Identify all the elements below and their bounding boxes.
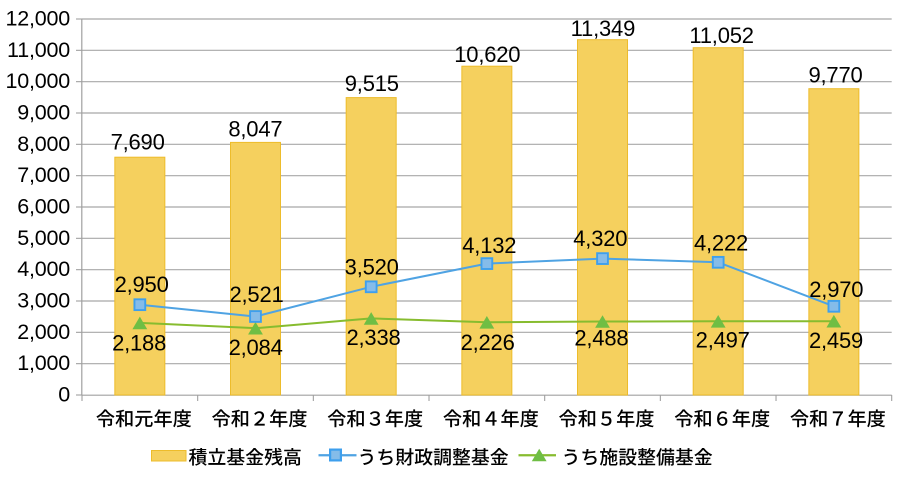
svg-text:2,084: 2,084: [229, 335, 283, 360]
svg-text:9,515: 9,515: [345, 71, 399, 96]
svg-text:5,000: 5,000: [17, 226, 70, 250]
svg-text:12,000: 12,000: [5, 7, 70, 31]
svg-text:2,488: 2,488: [574, 325, 628, 350]
svg-text:2,188: 2,188: [112, 331, 166, 356]
svg-text:8,047: 8,047: [228, 117, 282, 142]
svg-text:11,349: 11,349: [571, 16, 635, 41]
svg-text:4,000: 4,000: [17, 257, 70, 281]
svg-text:10,620: 10,620: [454, 42, 520, 67]
svg-text:7,690: 7,690: [111, 130, 165, 155]
svg-text:1,000: 1,000: [17, 351, 70, 375]
svg-text:2,497: 2,497: [696, 327, 750, 352]
svg-text:4,132: 4,132: [462, 233, 516, 258]
svg-text:7,000: 7,000: [17, 163, 70, 187]
svg-text:9,000: 9,000: [17, 101, 70, 125]
svg-text:6,000: 6,000: [17, 195, 70, 219]
svg-text:3,000: 3,000: [17, 289, 70, 313]
svg-text:4,320: 4,320: [573, 226, 627, 251]
svg-text:2,521: 2,521: [229, 282, 283, 307]
svg-text:9,770: 9,770: [808, 62, 862, 87]
svg-text:2,970: 2,970: [809, 277, 863, 302]
svg-text:0: 0: [58, 383, 70, 407]
svg-text:11,000: 11,000: [7, 38, 70, 62]
svg-text:10,000: 10,000: [5, 69, 70, 93]
svg-text:3,520: 3,520: [345, 254, 399, 279]
svg-text:2,950: 2,950: [115, 272, 169, 297]
svg-text:11,052: 11,052: [689, 23, 753, 48]
svg-text:2,338: 2,338: [346, 325, 400, 350]
svg-text:8,000: 8,000: [17, 132, 70, 156]
svg-text:4,222: 4,222: [694, 231, 748, 256]
svg-text:2,000: 2,000: [17, 320, 70, 344]
svg-text:2,459: 2,459: [809, 328, 863, 353]
svg-text:2,226: 2,226: [461, 330, 515, 355]
